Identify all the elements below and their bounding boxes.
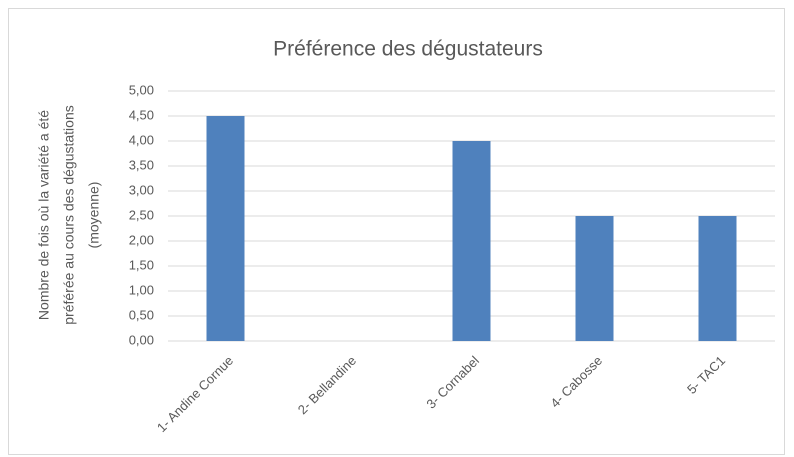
y-axis-label-line: (moyenne): [86, 182, 102, 249]
y-tick-label: 0,50: [129, 307, 154, 322]
y-tick-label: 5,00: [129, 82, 154, 97]
y-tick-label: 1,50: [129, 257, 154, 272]
chart-border: [8, 8, 785, 455]
bar: [452, 141, 491, 341]
y-tick-label: 0,00: [129, 332, 154, 347]
y-tick-label: 2,00: [129, 232, 154, 247]
bar: [206, 116, 245, 341]
y-axis-label-line: Nombre de fois où la variété a été: [36, 110, 52, 320]
y-tick-label: 1,00: [129, 282, 154, 297]
chart-title: Préférence des dégustateurs: [273, 38, 543, 61]
y-tick-label: 3,00: [129, 182, 154, 197]
y-tick-label: 2,50: [129, 207, 154, 222]
y-axis-label-line: préférée au cours des dégustations: [61, 105, 77, 324]
y-tick-label: 4,50: [129, 107, 154, 122]
y-axis-label: Nombre de fois où la variété a été préfé…: [36, 105, 102, 324]
bar: [698, 216, 737, 341]
y-tick-label: 4,00: [129, 132, 154, 147]
bar: [575, 216, 614, 341]
y-tick-label: 3,50: [129, 157, 154, 172]
